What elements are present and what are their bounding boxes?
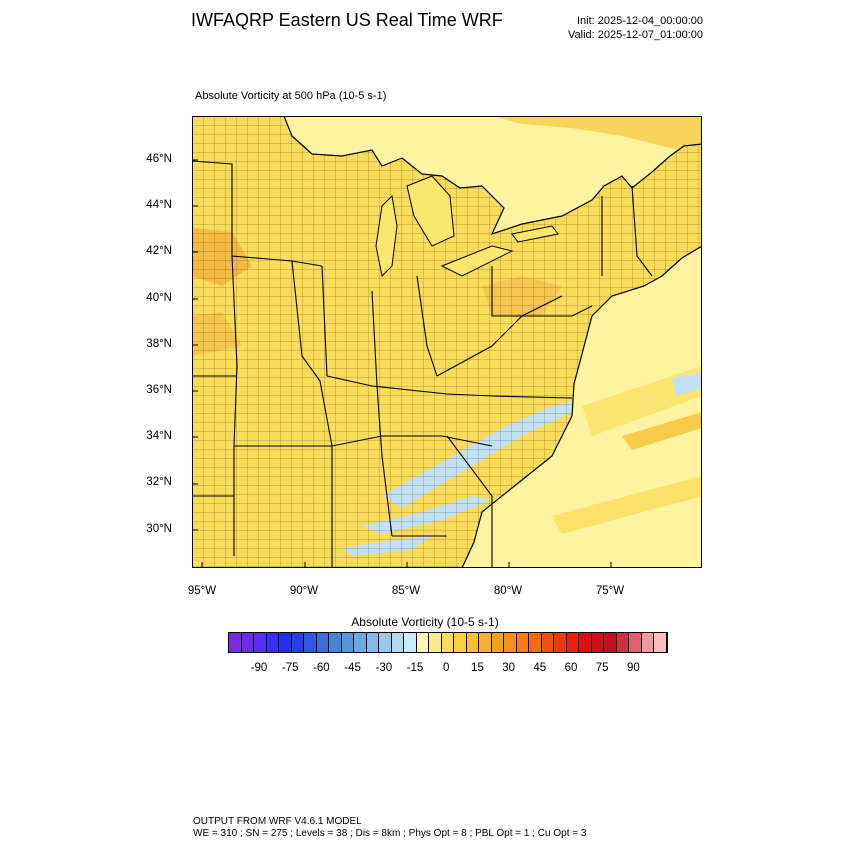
colorbar-swatch [391,633,404,652]
latitude-label: 34°N [146,430,172,443]
lake-michigan [375,194,398,278]
colorbar-swatch [279,633,292,652]
field-title: Absolute Vorticity at 500 hPa (10-5 s-1) [195,90,387,102]
colorbar-swatch [454,633,467,652]
latitude-label: 42°N [146,245,172,258]
colorbar-tick-label: 0 [442,662,450,674]
colorbar-swatch [404,633,417,652]
colorbar-swatch [566,633,579,652]
model-info-line2: WE = 310 ; SN = 275 ; Levels = 38 ; Dis … [193,828,587,839]
colorbar-swatch [616,633,629,652]
map-border [192,116,702,568]
init-time: Init: 2025-12-04_00:00:00 [577,15,703,27]
colorbar-title: Absolute Vorticity (10-5 s-1) [351,615,499,629]
latitude-label: 40°N [146,291,172,304]
colorbar-tick-label: -45 [344,662,361,674]
colorbar-swatch [329,633,342,652]
colorbar-tick-label: 75 [595,662,609,674]
colorbar-swatch [291,633,304,652]
colorbar-swatch [241,633,254,652]
colorbar-tick-label: -30 [375,662,393,674]
colorbar [228,632,668,653]
latitude-label: 46°N [146,153,172,165]
colorbar-swatch [554,633,567,652]
colorbar-tick-label: 90 [626,662,640,674]
longitude-label: 75°W [595,585,625,597]
colorbar-swatch [654,633,667,652]
lake-erie [440,245,514,277]
colorbar-swatch [641,633,654,652]
colorbar-tick-label: -60 [313,662,330,674]
colorbar-swatch [379,633,392,652]
colorbar-tick-label: 30 [502,662,515,674]
colorbar-tick-label: -15 [406,662,424,674]
colorbar-swatch [541,633,554,652]
colorbar-swatch [304,633,317,652]
colorbar-swatch [354,633,367,652]
valid-time: Valid: 2025-12-07_01:00:00 [568,29,703,41]
colorbar-swatch [341,633,354,652]
colorbar-swatch [591,633,604,652]
colorbar-tick-label: -75 [281,662,299,674]
colorbar-swatch [504,633,517,652]
colorbar-swatch [429,633,442,652]
colorbar-swatch [229,633,242,652]
model-info: OUTPUT FROM WRF V4.6.1 MODEL WE = 310 ; … [193,816,586,840]
colorbar-swatch [466,633,479,652]
colorbar-tick-label: -90 [250,662,268,674]
ocean-blue-patch [672,372,702,396]
page-title: IWFAQRP Eastern US Real Time WRF [191,10,503,30]
state-boundaries [192,160,653,568]
colorbar-swatch [441,633,454,652]
colorbar-swatch [629,633,642,652]
colorbar-swatch [529,633,542,652]
latitude-label: 30°N [146,522,172,535]
canada-high-band [492,116,702,156]
longitude-label: 85°W [391,585,421,597]
colorbar-swatch [316,633,329,652]
ocean-orange-band [622,412,702,450]
latitude-label: 36°N [146,384,172,396]
longitude-label: 80°W [493,585,523,597]
colorbar-swatch [491,633,504,652]
colorbar-swatch [579,633,592,652]
colorbar-tick-label: 15 [470,662,484,674]
latitude-label: 44°N [146,199,172,212]
colorbar-swatch [266,633,279,652]
colorbar-swatch [254,633,267,652]
ocean-band [582,366,702,436]
lake-huron [406,175,455,247]
latitude-label: 32°N [146,476,172,489]
colorbar-tick-label: 45 [533,662,547,674]
colorbar-tick-label: 60 [564,662,578,674]
model-info-line1: OUTPUT FROM WRF V4.6.1 MODEL [193,816,362,827]
longitude-label: 90°W [289,585,319,597]
longitude-label: 95°W [187,585,217,597]
lake-ontario [511,225,559,243]
colorbar-swatch [479,633,492,652]
colorbar-swatch [416,633,429,652]
colorbar-swatch [604,633,617,652]
colorbar-swatch [516,633,529,652]
colorbar-swatch [366,633,379,652]
vorticity-map [192,116,702,568]
run-times: Init: 2025-12-04_00:00:00 Valid: 2025-12… [568,14,703,42]
ocean-band-south [552,476,702,534]
latitude-label: 38°N [146,337,172,350]
